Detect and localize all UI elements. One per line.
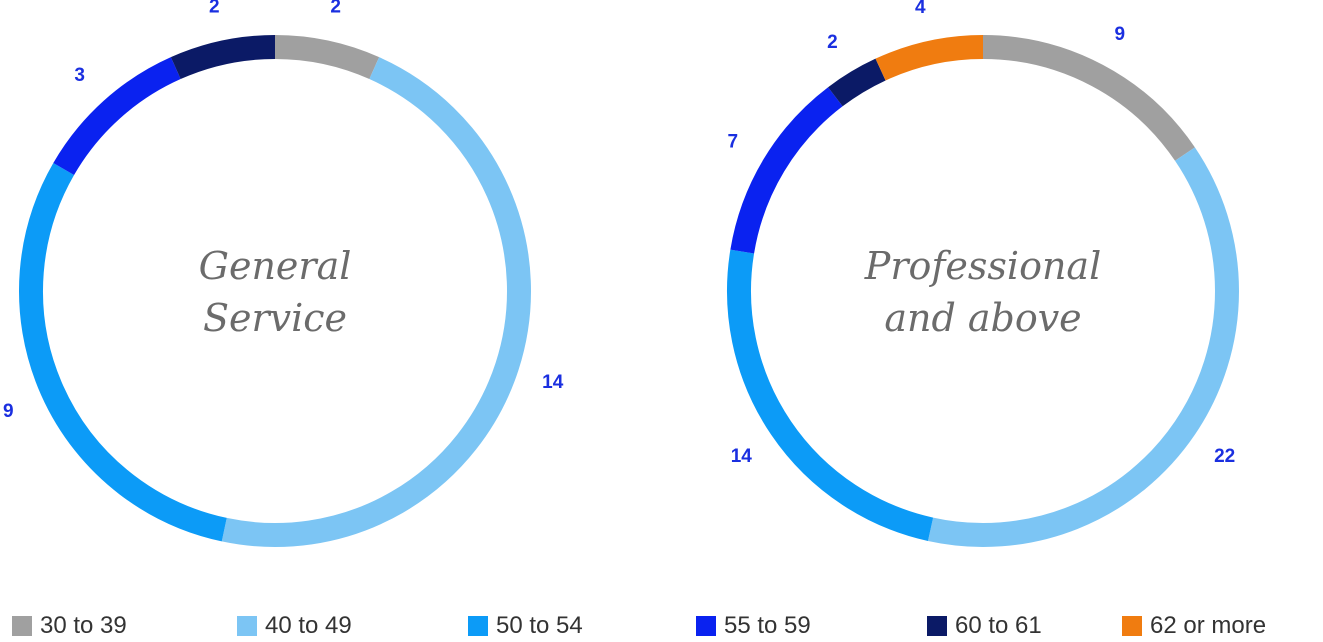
legend-label: 62 or more (1150, 612, 1267, 639)
legend-swatch (1122, 616, 1142, 636)
legend-item-30-to-39: 30 to 39 (12, 612, 127, 640)
center-label-line: Professional (864, 244, 1101, 288)
donut-segment-62-or-more (875, 35, 984, 81)
legend-swatch (927, 616, 947, 636)
legend-item-60-to-61: 60 to 61 (927, 612, 1042, 640)
donut-segment-40-to-49 (927, 147, 1239, 547)
legend-swatch (468, 616, 488, 636)
data-label: 14 (542, 372, 564, 393)
legend-label: 55 to 59 (724, 612, 811, 639)
data-label: 9 (3, 401, 14, 422)
data-label: 2 (209, 0, 220, 17)
legend-label: 60 to 61 (955, 612, 1042, 639)
donut-segment-40-to-49 (221, 57, 531, 547)
donut-chart-1: 2 14 9 3 2 General Service (3, 0, 564, 547)
donut-segment-55-to-59 (53, 57, 181, 176)
data-label: 7 (728, 131, 739, 152)
donut-segment-50-to-54 (727, 249, 934, 542)
center-label-line: and above (884, 296, 1081, 340)
legend-label: 40 to 49 (265, 612, 352, 639)
legend-swatch (696, 616, 716, 636)
legend-item-40-to-49: 40 to 49 (237, 612, 352, 640)
legend: 30 to 39 40 to 49 50 to 54 55 to 59 60 t… (12, 612, 1312, 642)
data-label: 3 (74, 65, 85, 86)
donut-segment-30-to-39 (274, 35, 380, 80)
donut-charts: 2 14 9 3 2 General Service 9 22 14 7 2 4 Professional… (3, 0, 1239, 547)
donut-segment-60-to-61 (828, 58, 886, 107)
donut-chart-2: 9 22 14 7 2 4 Professional and above (727, 0, 1239, 547)
legend-label: 30 to 39 (40, 612, 127, 639)
data-label: 22 (1214, 446, 1235, 467)
data-label: 9 (1114, 24, 1125, 45)
legend-item-55-to-59: 55 to 59 (696, 612, 811, 640)
donut-segment-50-to-54 (19, 163, 227, 542)
center-label-line: Service (203, 296, 347, 340)
data-label: 4 (915, 0, 926, 18)
legend-label: 50 to 54 (496, 612, 583, 639)
donut-segment-60-to-61 (170, 35, 276, 80)
legend-item-62-or-more: 62 or more (1122, 612, 1266, 640)
legend-swatch (237, 616, 257, 636)
donut-segment-30-to-39 (982, 35, 1195, 161)
donut-segment-55-to-59 (730, 87, 843, 254)
data-label: 2 (827, 32, 838, 53)
legend-item-50-to-54: 50 to 54 (468, 612, 583, 640)
data-label: 14 (731, 446, 753, 467)
data-label: 2 (330, 0, 341, 17)
center-label-line: General (199, 244, 352, 288)
legend-swatch (12, 616, 32, 636)
